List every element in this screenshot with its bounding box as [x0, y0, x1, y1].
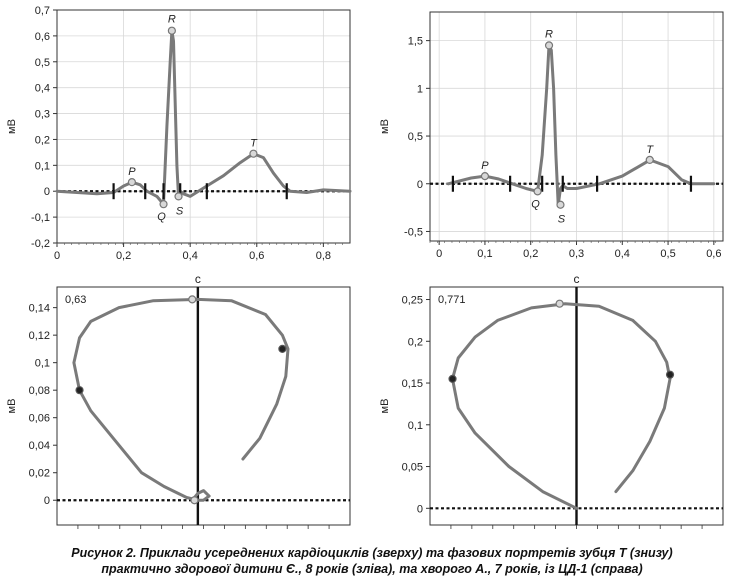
data-point: [645, 155, 654, 164]
point-label: R: [168, 14, 176, 26]
data-point: [556, 200, 565, 209]
y-tick-label: 0,08: [29, 385, 50, 397]
chart-panel-2: -0,5 0 0,5 1 1,5 0 0,1 0,2 0,3 0,4 0,5 0,6 мВ P Q R S T: [379, 11, 724, 260]
x-tick-label: 0: [54, 250, 60, 262]
y-tick-label: 1: [417, 83, 423, 95]
y-tick-label: -0,5: [404, 226, 423, 238]
data-point: [544, 41, 554, 50]
x-tick-label: 0,5: [660, 248, 675, 260]
figure-caption: Рисунок 2. Приклади усереднених кардіоци…: [0, 545, 744, 577]
x-tick-label: 0: [436, 248, 442, 260]
y-tick-label: 0,06: [29, 413, 50, 425]
y-tick-label: 0,4: [35, 83, 50, 95]
plot-frame: [56, 9, 351, 244]
y-tick-label: 0,05: [402, 462, 423, 474]
chart-figure: -0,2 -0,1 0 0,1 0,2 0,3 0,4 0,5 0,6 0,7 0 0,2 0,4 0,6…: [6, 5, 724, 529]
x-tick-label: 0,3: [569, 248, 584, 260]
x-tick-label: 0,1: [477, 248, 492, 260]
series-line-2: [190, 489, 211, 502]
y-axis-label: мВ: [6, 119, 18, 134]
y-tick-label: 0,2: [408, 336, 423, 348]
x-tick-label: 0,2: [523, 248, 538, 260]
point-label: P: [481, 160, 489, 172]
y-tick-label: 0,6: [35, 31, 50, 43]
point-label: P: [128, 166, 136, 178]
data-point: [188, 295, 197, 304]
center-axis-label: с: [574, 272, 580, 286]
x-tick-label: 0,2: [116, 250, 131, 262]
data-point: [159, 200, 168, 209]
y-tick-label: 0,2: [35, 134, 50, 146]
y-tick-label: 0,12: [29, 330, 50, 342]
data-point: [448, 374, 457, 383]
point-label: T: [646, 144, 654, 156]
y-tick-label: -0,1: [31, 212, 50, 224]
corner-value-label: 0,771: [438, 294, 466, 306]
point-label: S: [176, 205, 184, 217]
y-tick-label: 0: [417, 503, 423, 515]
data-point: [665, 370, 675, 379]
data-point: [75, 386, 84, 395]
point-label: Q: [531, 198, 540, 210]
x-tick-label: 0,4: [615, 248, 630, 260]
y-axis-label: мВ: [379, 119, 391, 134]
y-tick-label: 0,7: [35, 5, 50, 17]
y-tick-label: 0: [44, 495, 50, 507]
y-tick-label: 0,3: [35, 109, 50, 121]
caption-line-2: практично здорової дитини Є., 8 років (з…: [101, 562, 643, 576]
data-point: [533, 187, 542, 196]
y-tick-label: 1,5: [408, 36, 423, 48]
y-tick-label: 0,15: [402, 378, 423, 390]
y-tick-label: 0,02: [29, 468, 50, 480]
chart-panel-3: 0 0,02 0,04 0,06 0,08 0,1 0,12 0,14 мВ с 0,63: [6, 272, 351, 529]
chart-panel-4: 0 0,05 0,1 0,15 0,2 0,25 мВ с 0,771: [379, 272, 724, 529]
x-tick-label: 0,4: [183, 250, 198, 262]
data-point: [278, 344, 287, 354]
y-tick-label: 0,14: [29, 303, 50, 315]
series-line-1: [451, 302, 672, 510]
data-point: [190, 496, 199, 505]
x-tick-label: 0,6: [706, 248, 721, 260]
y-tick-label: 0,25: [402, 295, 423, 307]
data-point: [480, 172, 490, 181]
point-label: T: [250, 138, 258, 150]
center-axis-label: с: [195, 272, 201, 286]
x-tick-label: 0,8: [316, 250, 331, 262]
data-point: [127, 178, 137, 187]
y-axis-label: мВ: [6, 399, 18, 414]
data-point: [167, 26, 176, 35]
y-tick-label: -0,2: [31, 238, 50, 250]
y-tick-label: 0,1: [408, 420, 423, 432]
point-label: S: [558, 214, 566, 226]
y-tick-label: 0,5: [35, 57, 50, 69]
y-tick-label: 0,04: [29, 440, 50, 452]
series-line-1: [55, 29, 352, 206]
x-tick-label: 0,6: [249, 250, 264, 262]
y-tick-label: 0: [417, 179, 423, 191]
chart-panel-1: -0,2 -0,1 0 0,1 0,2 0,3 0,4 0,5 0,6 0,7 0 0,2 0,4 0,6…: [6, 5, 352, 262]
y-tick-label: 0,1: [35, 160, 50, 172]
y-tick-label: 0,5: [408, 131, 423, 143]
data-point: [555, 299, 564, 308]
series-line-1: [72, 297, 290, 502]
point-label: Q: [157, 211, 166, 223]
point-label: R: [545, 28, 553, 40]
caption-line-1: Рисунок 2. Приклади усереднених кардіоци…: [71, 546, 673, 560]
data-point: [174, 192, 183, 201]
y-axis-label: мВ: [379, 399, 391, 414]
y-tick-label: 0: [44, 186, 50, 198]
data-point: [249, 149, 258, 158]
y-tick-label: 0,1: [35, 358, 50, 370]
series-line-1: [446, 43, 716, 207]
corner-value-label: 0,63: [65, 294, 86, 306]
